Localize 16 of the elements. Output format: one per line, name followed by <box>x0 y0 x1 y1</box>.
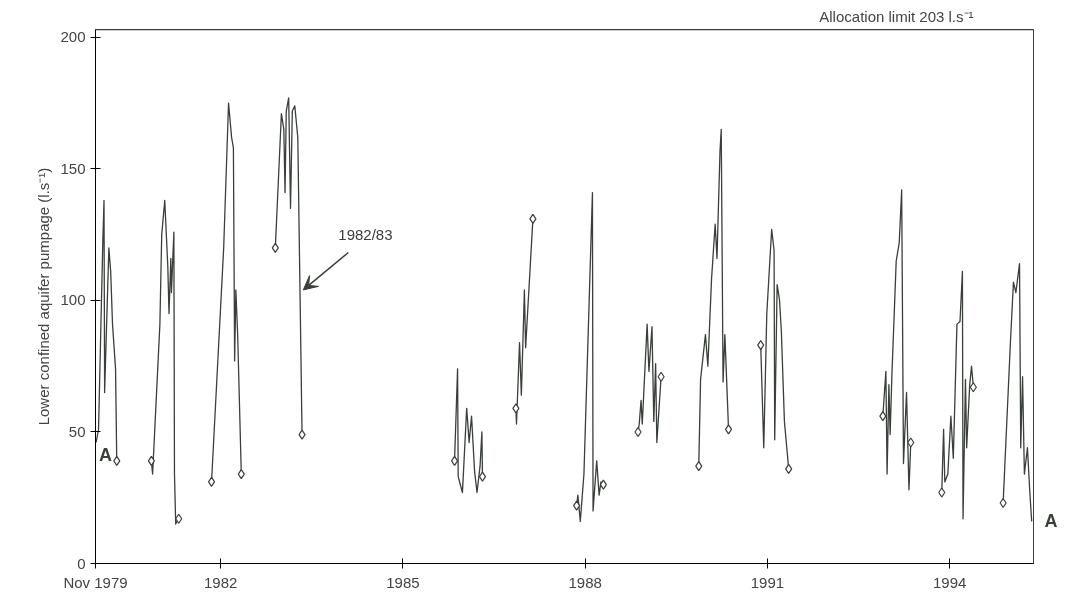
x-tick-label: 1988 <box>568 573 602 591</box>
annotation: 1982/83 <box>338 225 393 243</box>
y-tick-label: 0 <box>77 554 86 572</box>
y-tick-label: 100 <box>60 291 86 309</box>
y-axis-title: Lower confined aquifer pumpage (l.s⁻¹) <box>35 167 53 426</box>
x-tick-label: 1994 <box>932 573 967 591</box>
x-tick-label: 1985 <box>386 573 420 591</box>
y-tick-label: 50 <box>68 422 86 440</box>
x-tick-label: Nov 1979 <box>63 573 128 591</box>
x-tick-label: 1982 <box>203 573 238 591</box>
annotation: A <box>1044 511 1058 532</box>
y-tick-label: 150 <box>60 159 86 177</box>
annotation: A <box>99 445 113 466</box>
ref-line-label: Allocation limit 203 l.s⁻¹ <box>819 7 974 25</box>
y-tick-label: 200 <box>60 28 86 46</box>
x-tick-label: 1991 <box>750 573 785 591</box>
